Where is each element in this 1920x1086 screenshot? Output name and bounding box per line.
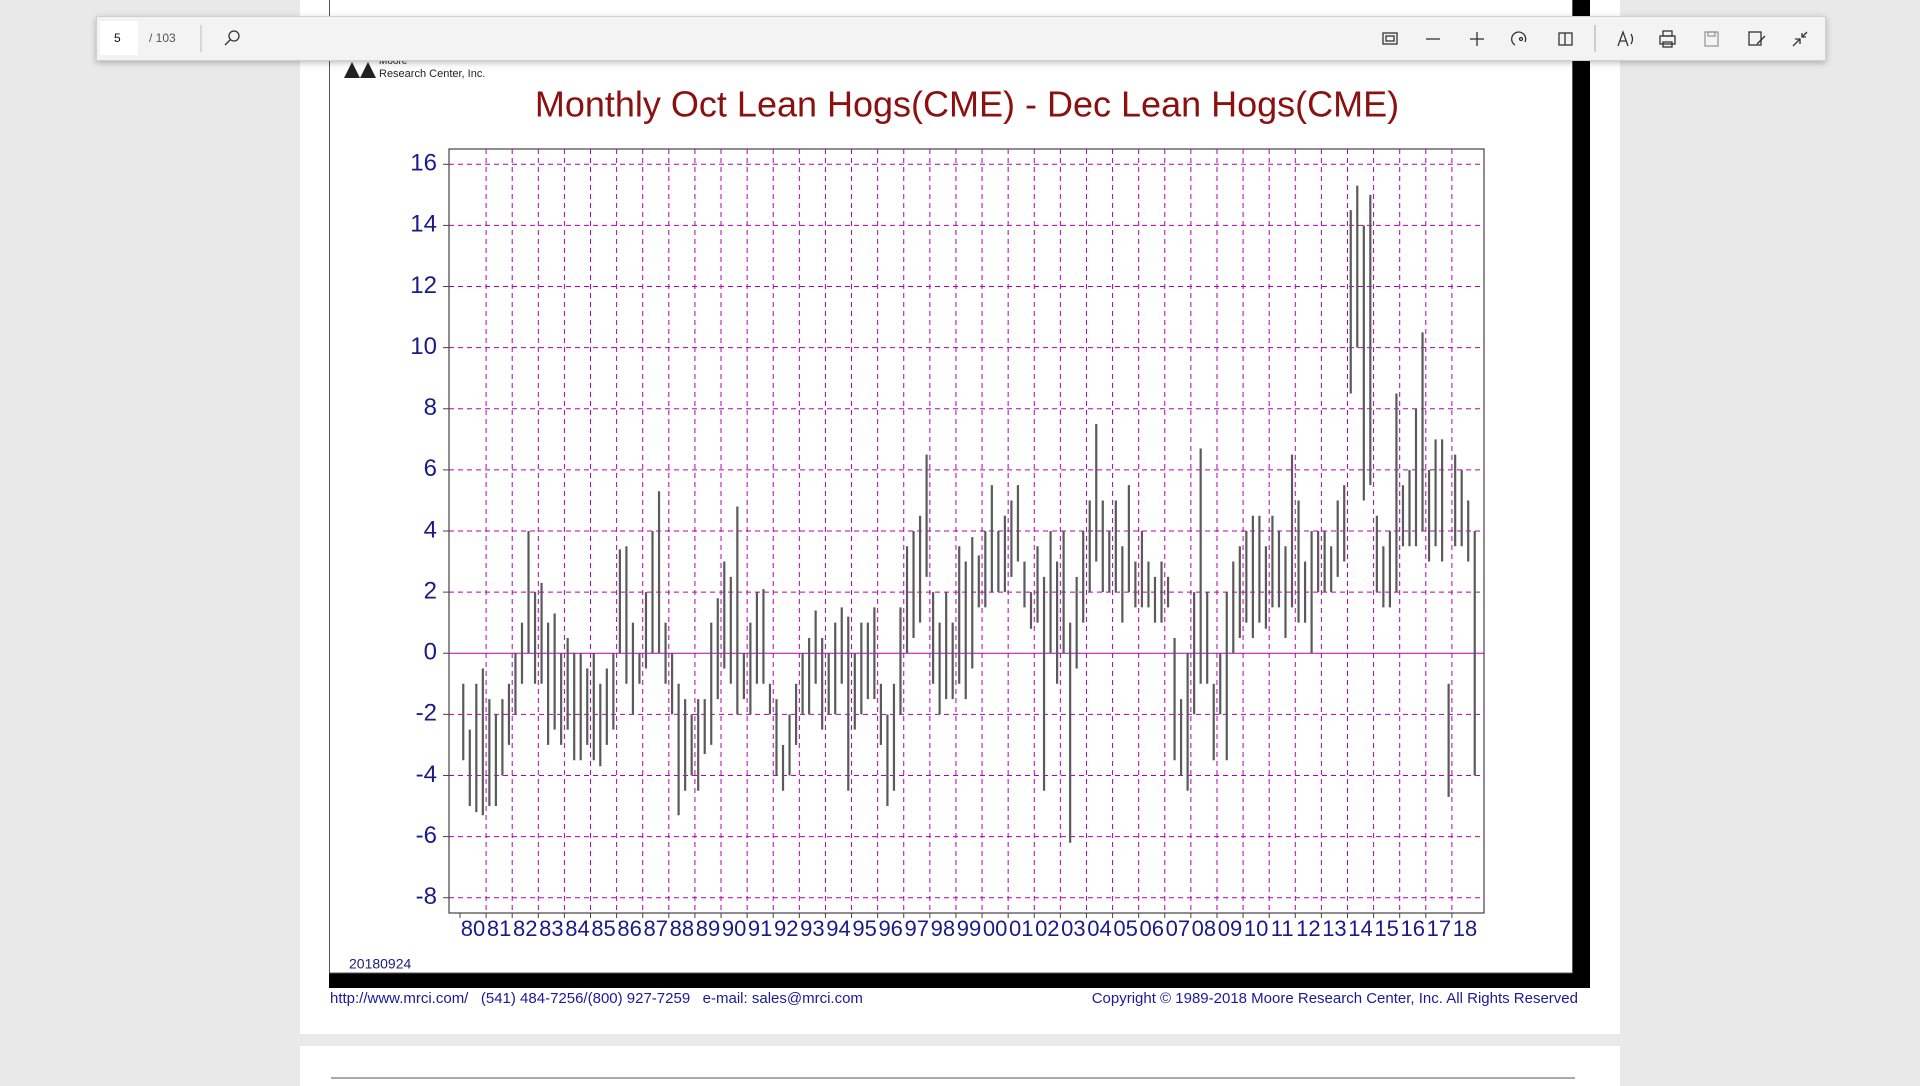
x-tick-label: 17: [1427, 916, 1451, 941]
y-tick-label: 0: [424, 639, 437, 666]
chart-frame: [329, 0, 1573, 974]
x-tick-label: 02: [1035, 916, 1059, 941]
x-tick-label: 16: [1401, 916, 1425, 941]
date-stamp: 20180924: [349, 956, 412, 972]
x-tick-label: 92: [774, 916, 798, 941]
pdf-page-next: [300, 1046, 1620, 1086]
footer-contact: http://www.mrci.com/ (541) 484-7256/(800…: [330, 990, 863, 1007]
x-tick-label: 87: [644, 916, 668, 941]
y-tick-label: 12: [410, 272, 437, 299]
read-aloud-button[interactable]: [1617, 30, 1634, 47]
page-view-button[interactable]: [1558, 32, 1573, 46]
fit-button[interactable]: [1382, 32, 1398, 45]
y-tick-label: 8: [424, 394, 437, 421]
y-tick-label: -4: [416, 761, 437, 788]
save-as-button[interactable]: [1748, 31, 1766, 46]
x-tick-label: 89: [696, 916, 720, 941]
x-tick-label: 95: [852, 916, 876, 941]
y-tick-label: 4: [424, 516, 437, 543]
x-tick-label: 04: [1087, 916, 1111, 941]
x-tick-label: 96: [878, 916, 902, 941]
x-tick-label: 80: [461, 916, 485, 941]
x-tick-label: 15: [1374, 916, 1398, 941]
x-tick-label: 13: [1322, 916, 1346, 941]
x-tick-label: 18: [1453, 916, 1477, 941]
y-tick-label: 2: [424, 577, 437, 604]
toolbar-icons: [200, 25, 1808, 52]
zoom-in-button[interactable]: [1470, 32, 1484, 46]
save-button[interactable]: [1704, 31, 1719, 47]
y-tick-label: -8: [416, 883, 437, 910]
x-tick-label: 07: [1166, 916, 1190, 941]
chart-title: Monthly Oct Lean Hogs(CME) - Dec Lean Ho…: [535, 84, 1399, 125]
page-input[interactable]: 5: [100, 21, 138, 55]
y-tick-label: 14: [410, 211, 437, 238]
x-tick-label: 84: [565, 916, 589, 941]
search-button[interactable]: [224, 30, 240, 46]
x-tick-label: 10: [1244, 916, 1268, 941]
pdf-toolbar: 5 / 103: [96, 16, 1826, 61]
x-tick-label: 14: [1348, 916, 1372, 941]
x-tick-label: 01: [1009, 916, 1033, 941]
x-tick-label: 88: [670, 916, 694, 941]
page-count: / 103: [149, 31, 176, 45]
x-tick-label: 90: [722, 916, 746, 941]
x-tick-label: 05: [1113, 916, 1137, 941]
y-tick-label: -6: [416, 822, 437, 849]
x-tick-label: 98: [931, 916, 955, 941]
x-tick-label: 12: [1296, 916, 1320, 941]
x-tick-label: 83: [539, 916, 563, 941]
x-tick-label: 08: [1192, 916, 1216, 941]
print-button[interactable]: [1659, 30, 1676, 48]
page-shadow: [329, 973, 1590, 988]
x-tick-label: 00: [983, 916, 1007, 941]
footer-copyright: Copyright © 1989-2018 Moore Research Cen…: [1092, 990, 1578, 1007]
logo-text: Moore: [379, 56, 408, 67]
x-tick-label: 91: [748, 916, 772, 941]
rotate-button[interactable]: [1511, 31, 1527, 46]
y-tick-label: 6: [424, 455, 437, 482]
x-tick-label: 82: [513, 916, 537, 941]
x-tick-label: 85: [591, 916, 615, 941]
y-tick-label: -2: [416, 700, 437, 727]
exit-fullscreen-button[interactable]: [1792, 31, 1808, 47]
y-tick-label: 16: [410, 150, 437, 177]
logo-mark: [344, 62, 376, 78]
x-tick-label: 94: [826, 916, 850, 941]
y-tick-label: 10: [410, 333, 437, 360]
x-tick-label: 03: [1061, 916, 1085, 941]
x-tick-label: 11: [1271, 916, 1294, 941]
x-tick-label: 99: [957, 916, 981, 941]
x-tick-label: 93: [800, 916, 824, 941]
x-tick-label: 06: [1139, 916, 1163, 941]
x-tick-label: 97: [905, 916, 929, 941]
logo-text: Research Center, Inc.: [379, 68, 485, 80]
x-tick-label: 09: [1218, 916, 1242, 941]
page-shadow: [1573, 0, 1590, 988]
x-tick-label: 86: [617, 916, 641, 941]
x-tick-label: 81: [487, 916, 511, 941]
